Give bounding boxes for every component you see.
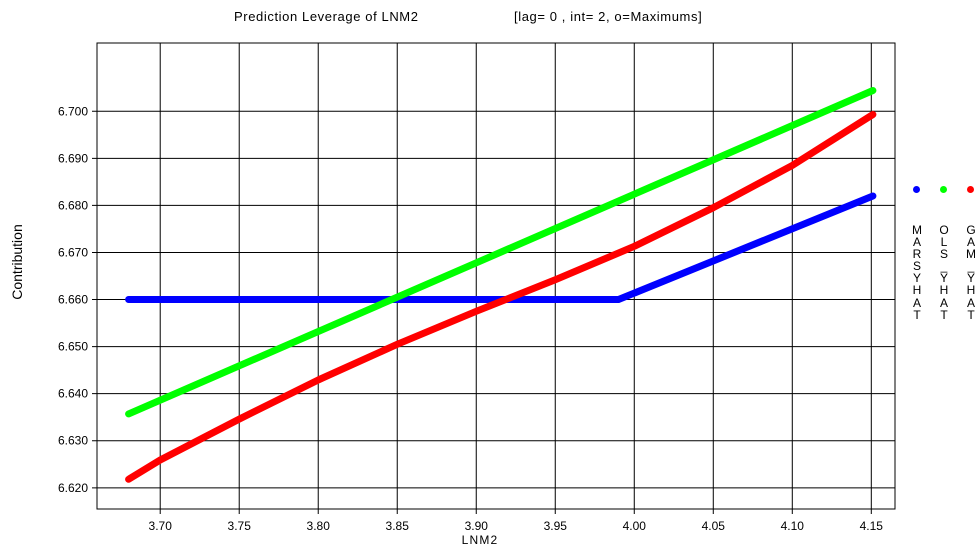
x-tick-label: 4.10 <box>781 519 805 533</box>
x-tick-label: 3.90 <box>465 519 489 533</box>
series-line-ols-yhat <box>125 87 877 418</box>
legend-marker <box>967 186 974 193</box>
legend-marker <box>913 186 920 193</box>
axis-ticks: 3.70 3.75 3.80 3.85 3.90 3.95 4.00 4.05 4.10 4.15… <box>58 104 883 533</box>
y-tick-label: 6.680 <box>58 198 88 212</box>
chart-subtitle: [lag= 0 , int= 2, o=Maximums] <box>514 9 703 24</box>
x-tick-label: 4.15 <box>860 519 884 533</box>
x-tick-label: 3.75 <box>228 519 252 533</box>
chart-title: Prediction Leverage of LNM2 <box>234 9 419 24</box>
series-line-marsyhat <box>125 192 877 303</box>
y-tick-label: 6.640 <box>58 387 88 401</box>
y-tick-label: 6.650 <box>58 340 88 354</box>
x-tick-label: 3.70 <box>149 519 173 533</box>
grid <box>92 43 895 514</box>
x-tick-label: 4.05 <box>702 519 726 533</box>
y-axis-label: Contribution <box>9 224 25 300</box>
x-tick-label: 3.80 <box>307 519 331 533</box>
y-tick-label: 6.690 <box>58 151 88 165</box>
x-tick-label: 3.85 <box>386 519 410 533</box>
legend-label: O L S _ Y H A T <box>939 223 949 322</box>
legend-marker <box>940 186 947 193</box>
plot-area <box>96 42 896 510</box>
y-tick-label: 6.620 <box>58 481 88 495</box>
x-axis-label: LNM2 <box>462 533 499 547</box>
y-tick-label: 6.700 <box>58 104 88 118</box>
y-tick-label: 6.670 <box>58 245 88 259</box>
series-layer <box>125 87 877 483</box>
series-line-gam-yhat <box>125 111 877 483</box>
y-tick-label: 6.660 <box>58 293 88 307</box>
y-tick-label: 6.630 <box>58 434 88 448</box>
legend-label: G A M _ Y H A T <box>966 223 975 322</box>
x-tick-label: 3.95 <box>544 519 568 533</box>
x-tick-label: 4.00 <box>623 519 647 533</box>
